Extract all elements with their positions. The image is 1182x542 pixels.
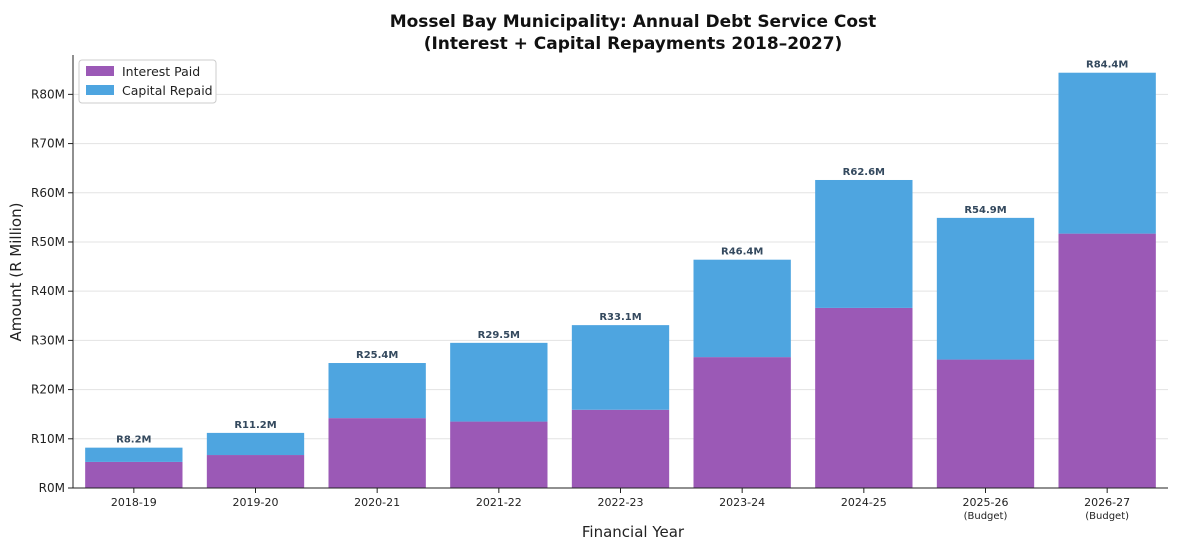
interest-bar [936, 359, 1035, 488]
total-labels: R8.2M R11.2M R25.4M R29.5M R33.1M R46.4M R62.6… [116, 60, 1128, 446]
y-axis-ticks: R0M R10M R20M R30M R40M R50M R60M R70M R80M [31, 87, 73, 495]
total-label: R33.1M [599, 312, 641, 323]
legend-swatch-capital [86, 85, 114, 95]
x-tick-label: 2021-22 [476, 496, 522, 509]
capital-bar [1058, 72, 1156, 234]
y-tick-label: R60M [31, 186, 65, 200]
total-label: R25.4M [356, 350, 398, 361]
y-tick-label: R70M [31, 137, 65, 151]
x-tick-label: 2026-27 [1084, 496, 1130, 509]
legend-swatch-interest [86, 66, 114, 76]
capital-bar [206, 432, 305, 456]
total-label: R11.2M [234, 420, 276, 431]
interest-bar [1058, 233, 1156, 488]
interest-bar [571, 409, 670, 488]
total-label: R8.2M [116, 435, 151, 446]
y-tick-label: R0M [39, 481, 65, 495]
x-tick-label: 2023-24 [719, 496, 765, 509]
y-tick-label: R20M [31, 383, 65, 397]
capital-bar [450, 342, 548, 422]
chart-title: Mossel Bay Municipality: Annual Debt Ser… [390, 12, 877, 32]
x-tick-label: 2022-23 [598, 496, 644, 509]
x-tick-sublabel: (Budget) [964, 511, 1008, 522]
y-tick-label: R80M [31, 87, 65, 101]
interest-bar [85, 461, 183, 488]
y-tick-label: R10M [31, 432, 65, 446]
total-label: R46.4M [721, 247, 763, 258]
interest-bar [450, 421, 548, 488]
y-tick-label: R40M [31, 284, 65, 298]
capital-bar [815, 179, 913, 308]
interest-bar [693, 357, 791, 488]
interest-bar [328, 418, 426, 488]
capital-bar [693, 259, 791, 358]
capital-bar [571, 325, 670, 410]
chart-subtitle: (Interest + Capital Repayments 2018–2027… [424, 34, 843, 54]
total-label: R62.6M [843, 167, 885, 178]
total-label: R84.4M [1086, 60, 1128, 71]
total-label: R29.5M [478, 330, 520, 341]
x-tick-sublabel: (Budget) [1085, 511, 1129, 522]
legend-label: Capital Repaid [122, 83, 213, 98]
legend-label: Interest Paid [122, 64, 200, 79]
x-tick-label: 2019-20 [233, 496, 279, 509]
interest-bar [206, 455, 305, 488]
x-tick-label: 2024-25 [841, 496, 887, 509]
x-tick-label: 2018-19 [111, 496, 157, 509]
capital-bar [85, 447, 183, 462]
capital-bar [936, 217, 1035, 360]
interest-bar [815, 307, 913, 488]
x-tick-label: 2020-21 [354, 496, 400, 509]
y-axis-label: Amount (R Million) [7, 203, 25, 342]
y-tick-label: R30M [31, 333, 65, 347]
x-axis-ticks: 2018-19 2019-20 2020-21 2021-22 2022-23 2023-… [111, 488, 1130, 522]
bars [85, 72, 1156, 488]
x-axis-label: Financial Year [582, 523, 685, 541]
x-tick-label: 2025-26 [963, 496, 1009, 509]
legend: Interest Paid Capital Repaid [78, 59, 217, 104]
y-tick-label: R50M [31, 235, 65, 249]
capital-bar [328, 363, 426, 419]
total-label: R54.9M [964, 205, 1006, 216]
